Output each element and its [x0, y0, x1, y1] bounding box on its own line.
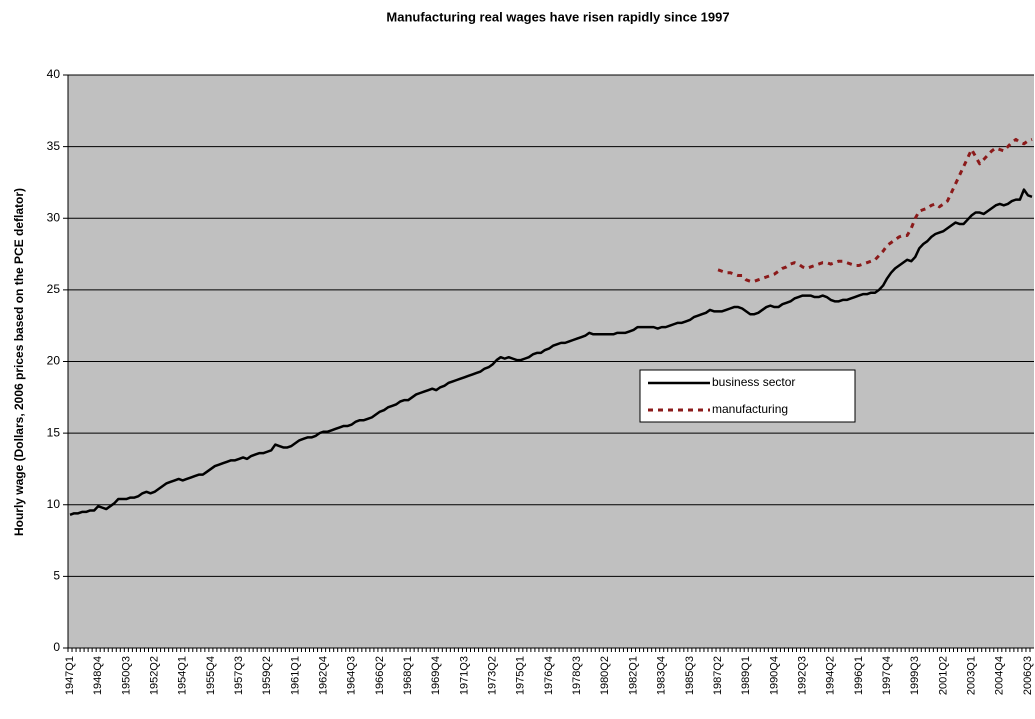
x-tick-label: 1976Q4	[543, 656, 555, 695]
x-tick-label: 1997Q4	[881, 656, 893, 695]
x-tick-label: 1999Q3	[909, 656, 921, 695]
x-tick-label: 2001Q2	[937, 656, 949, 695]
x-tick-label: 1996Q1	[853, 656, 865, 695]
x-tick-label: 1983Q4	[656, 656, 668, 695]
x-tick-label: 1966Q2	[374, 656, 386, 695]
chart-title: Manufacturing real wages have risen rapi…	[386, 9, 729, 24]
x-tick-label: 1985Q3	[684, 656, 696, 695]
x-tick-label: 1959Q2	[261, 656, 273, 695]
y-tick-label: 0	[53, 640, 60, 654]
x-tick-label: 2006Q3	[1022, 656, 1034, 695]
y-tick-label: 35	[47, 139, 61, 153]
y-tick-label: 40	[47, 67, 61, 81]
x-tick-label: 1957Q3	[233, 656, 245, 695]
series-line	[717, 137, 1033, 283]
x-tick-label: 1978Q3	[571, 656, 583, 695]
x-tick-label: 1950Q3	[120, 656, 132, 695]
x-tick-label: 1982Q1	[627, 656, 639, 695]
x-tick-label: 1955Q4	[205, 656, 217, 695]
x-tick-label: 1964Q3	[346, 656, 358, 695]
x-tick-label: 1989Q1	[740, 656, 752, 695]
y-tick-label: 10	[47, 497, 61, 511]
y-tick-label: 20	[47, 354, 61, 368]
legend-box	[639, 369, 856, 423]
x-tick-label: 1954Q1	[177, 656, 189, 695]
x-tick-label: 1975Q1	[515, 656, 527, 695]
y-axis-label: Hourly wage (Dollars, 2006 prices based …	[12, 188, 26, 536]
y-tick-label: 15	[47, 425, 61, 439]
x-tick-label: 2003Q1	[966, 656, 978, 695]
y-tick-label: 5	[53, 569, 60, 583]
x-tick-label: 1971Q3	[458, 656, 470, 695]
x-tick-label: 1992Q3	[796, 656, 808, 695]
x-tick-label: 1969Q4	[430, 656, 442, 695]
x-tick-label: 1987Q2	[712, 656, 724, 695]
x-tick-label: 1947Q1	[64, 656, 76, 695]
legend-label: business sector	[712, 375, 795, 389]
legend-label: manufacturing	[712, 402, 788, 416]
series-line	[69, 188, 1033, 516]
x-tick-label: 1968Q1	[402, 656, 414, 695]
x-tick-label: 1952Q2	[148, 656, 160, 695]
x-tick-label: 1990Q4	[768, 656, 780, 695]
x-tick-label: 1994Q2	[825, 656, 837, 695]
x-tick-label: 1948Q4	[92, 656, 104, 695]
x-tick-label: 1980Q2	[599, 656, 611, 695]
x-tick-label: 1962Q4	[317, 656, 329, 695]
y-tick-label: 25	[47, 282, 61, 296]
x-tick-label: 1973Q2	[487, 656, 499, 695]
x-tick-label: 1961Q1	[289, 656, 301, 695]
x-tick-label: 2004Q4	[994, 656, 1006, 695]
y-tick-label: 30	[47, 210, 61, 224]
